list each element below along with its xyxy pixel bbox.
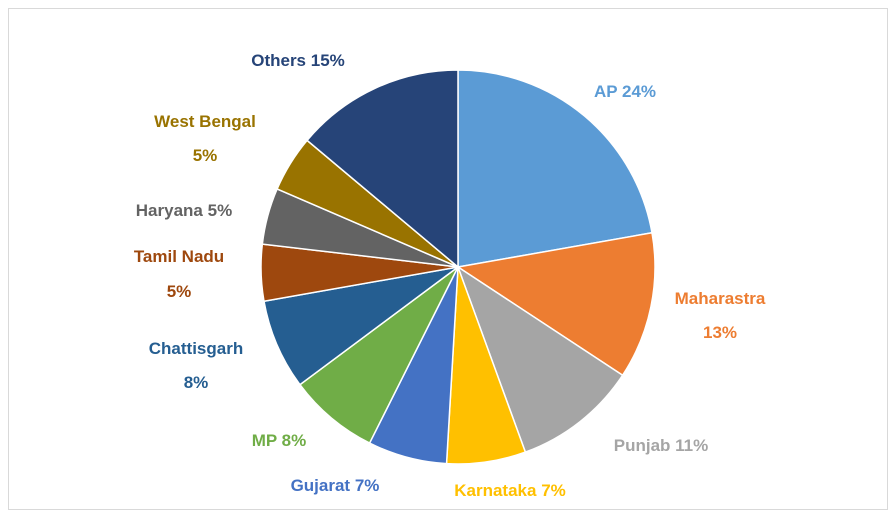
label-category: Punjab — [614, 436, 671, 455]
data-label: Haryana 5% — [136, 201, 232, 220]
data-label: Punjab 11% — [614, 436, 709, 455]
data-label: Maharastra 13% — [675, 289, 766, 342]
label-category: Maharastra — [675, 289, 766, 308]
label-category: Tamil Nadu — [134, 247, 224, 266]
pie-slice — [306, 69, 459, 269]
data-label: Karnataka 7% — [454, 481, 566, 500]
label-value: 5% — [193, 146, 218, 165]
label-category: Gujarat — [291, 476, 351, 495]
label-value: 11% — [675, 436, 708, 455]
label-value: 7% — [355, 476, 380, 495]
label-value: 8% — [282, 431, 307, 450]
label-value: 13% — [703, 323, 737, 342]
label-category: Haryana — [136, 201, 204, 220]
data-label: West Bengal 5% — [154, 112, 256, 165]
label-value: 5% — [208, 201, 233, 220]
label-value: 7% — [541, 481, 566, 500]
label-category: Others — [251, 51, 306, 70]
label-category: Chattisgarh — [149, 339, 243, 358]
label-category: MP — [252, 431, 277, 450]
data-label: Chattisgarh 8% — [149, 339, 243, 392]
pie-slice — [456, 231, 656, 377]
label-value: 5% — [167, 282, 192, 301]
label-value: 15% — [311, 51, 345, 70]
data-label: AP 24% — [594, 82, 656, 101]
label-category: Karnataka — [454, 481, 537, 500]
data-label: Tamil Nadu 5% — [134, 247, 224, 301]
data-label: Gujarat 7% — [291, 476, 380, 495]
label-value: 8% — [184, 373, 209, 392]
label-category: AP — [594, 82, 617, 101]
data-label: MP 8% — [252, 431, 307, 450]
pie-slice — [456, 265, 624, 454]
pie-slice — [457, 69, 653, 268]
label-category: West Bengal — [154, 112, 256, 131]
label-value: 24% — [622, 82, 656, 101]
data-label: Others 15% — [251, 51, 345, 70]
